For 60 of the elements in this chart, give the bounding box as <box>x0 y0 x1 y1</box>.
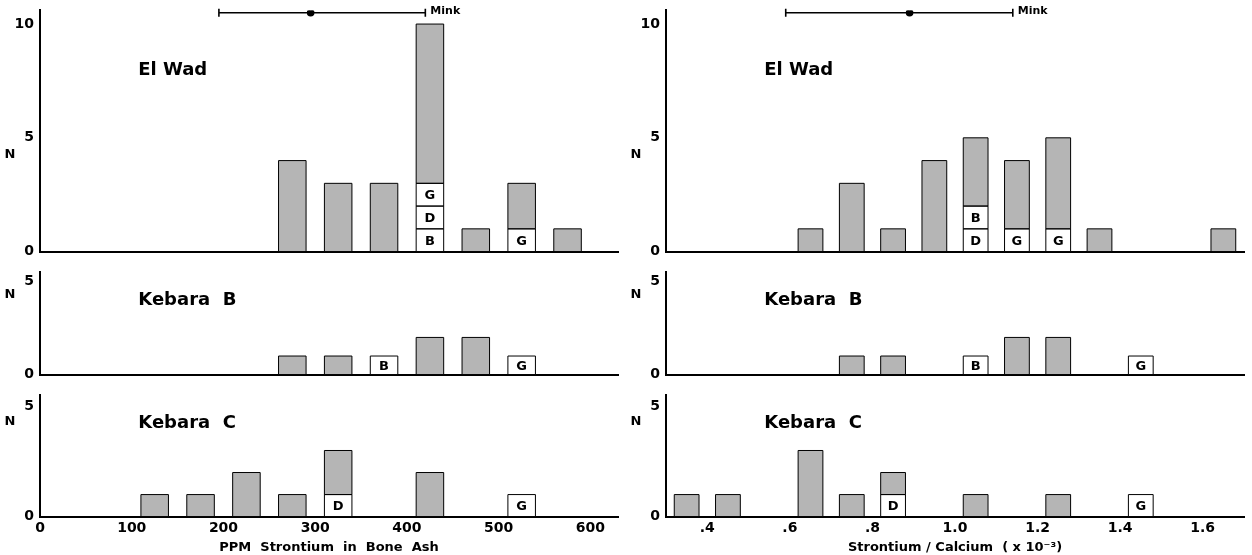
y-tick-label: 0 <box>24 242 35 259</box>
text: Mink <box>430 3 461 17</box>
x-tick-label: 1.6 <box>1190 518 1216 535</box>
text: Kebara C <box>138 411 236 433</box>
data-label: G <box>516 232 527 248</box>
y-axis-title: N <box>630 146 642 162</box>
x-tick-label: 400 <box>392 518 422 535</box>
y-tick-label: 0 <box>650 365 661 382</box>
x-axis-title: Strontium / Calcium ( x 10⁻³) <box>847 538 1063 554</box>
y-axis-title: N <box>630 413 642 429</box>
text: Kebara B <box>764 288 863 310</box>
data-label: G <box>516 497 527 513</box>
data-label: B <box>424 232 435 248</box>
data-label: D <box>970 232 982 248</box>
x-tick-label: 500 <box>484 518 514 535</box>
y-tick-label: 5 <box>24 397 34 414</box>
data-label: G <box>516 357 527 373</box>
data-label: G <box>1135 497 1147 513</box>
y-tick-label: 5 <box>650 272 660 289</box>
data-label: B <box>970 357 981 373</box>
y-tick-label: 5 <box>650 397 660 414</box>
text: El Wad <box>138 58 208 80</box>
y-tick-label: 0 <box>24 507 35 524</box>
x-tick-label: 0 <box>35 518 46 535</box>
x-axis-title: PPM Strontium in Bone Ash <box>219 538 439 554</box>
x-tick-label: 1.2 <box>1025 518 1050 535</box>
x-tick-label: .8 <box>864 518 880 535</box>
data-label: G <box>424 187 436 203</box>
text: Kebara C <box>764 411 862 433</box>
x-tick-label: 1.0 <box>942 518 968 535</box>
y-tick-label: 0 <box>650 242 661 259</box>
data-label: D <box>332 497 344 513</box>
text: Mink <box>1017 3 1049 17</box>
text: Kebara B <box>138 288 237 310</box>
x-tick-label: 1.4 <box>1107 518 1133 535</box>
x-tick-label: 300 <box>300 518 331 535</box>
y-axis-title: N <box>630 286 642 302</box>
y-tick-label: 10 <box>640 14 661 31</box>
data-label: D <box>424 209 436 225</box>
y-tick-label: 0 <box>650 507 661 524</box>
data-label: G <box>1052 232 1064 248</box>
y-axis-title: N <box>4 286 16 302</box>
data-label: G <box>1011 232 1023 248</box>
y-tick-label: 5 <box>24 128 34 145</box>
data-label: G <box>1135 357 1147 373</box>
data-label: B <box>970 209 981 225</box>
x-tick-label: 600 <box>575 518 606 535</box>
data-label: D <box>887 497 899 513</box>
text: El Wad <box>764 58 834 80</box>
x-tick-label: 200 <box>208 518 239 535</box>
x-tick-label: .6 <box>782 518 798 535</box>
y-axis-title: N <box>4 146 16 162</box>
y-axis-title: N <box>4 413 16 429</box>
y-tick-label: 0 <box>24 365 35 382</box>
x-tick-label: .4 <box>699 518 716 535</box>
y-tick-label: 5 <box>24 272 34 289</box>
x-tick-label: 100 <box>117 518 147 535</box>
data-label: B <box>379 357 390 373</box>
y-tick-label: 5 <box>650 128 660 145</box>
y-tick-label: 10 <box>14 14 35 31</box>
